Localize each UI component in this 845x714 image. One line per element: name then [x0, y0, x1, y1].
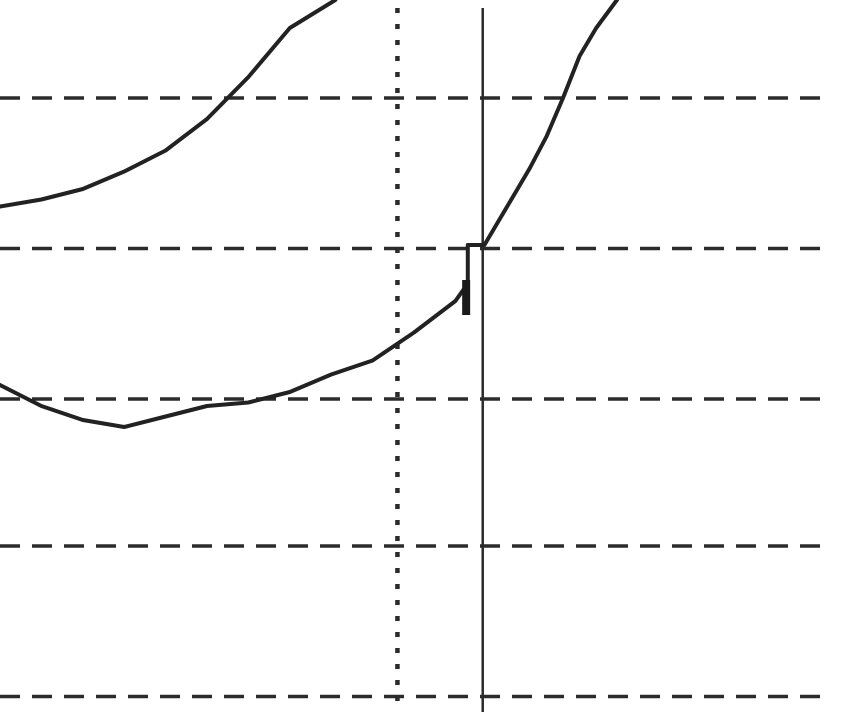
series-line-2: [0, 0, 619, 429]
series-lines: [0, 0, 619, 429]
series-line-1: [0, 0, 338, 209]
vertical-markers: [395, 8, 484, 712]
horizontal-gridlines: [0, 96, 828, 699]
